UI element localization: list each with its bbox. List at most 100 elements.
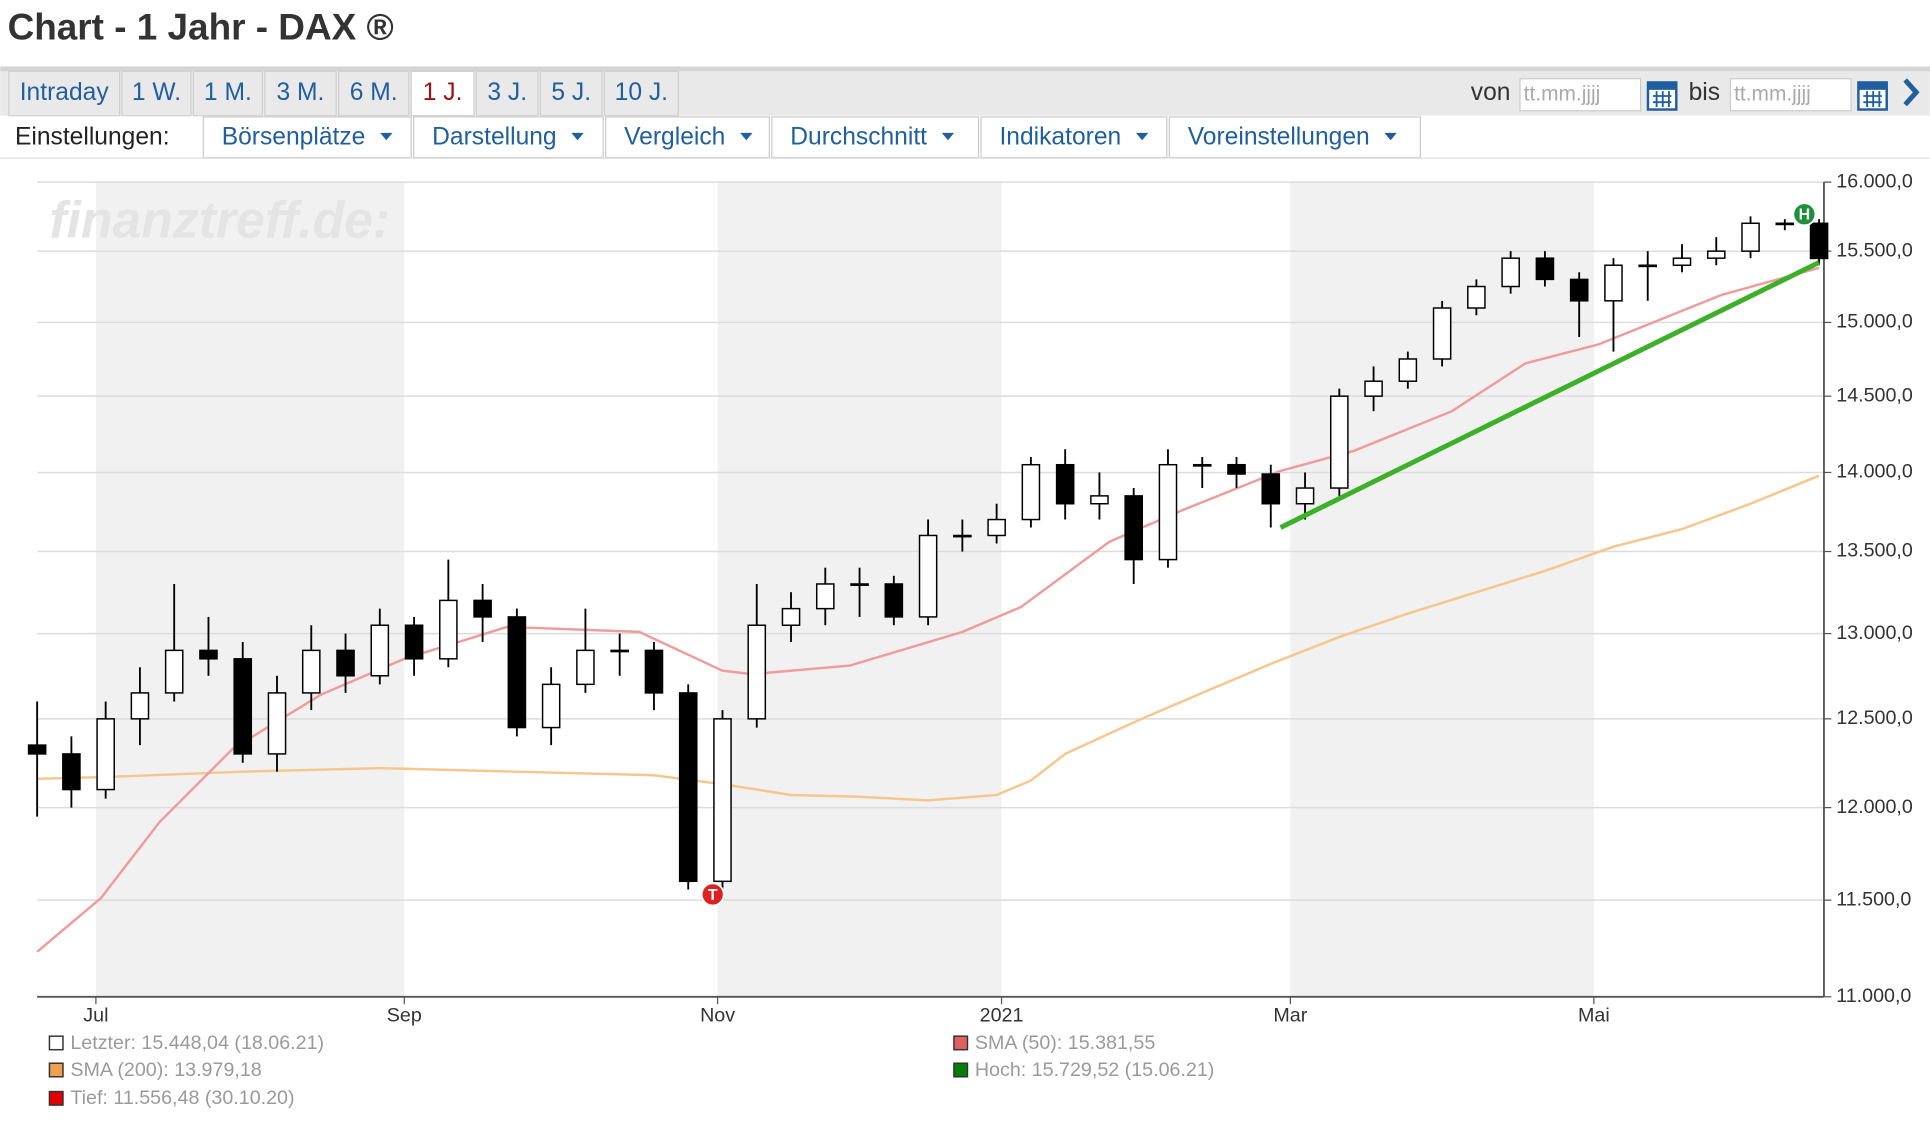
candle-body <box>1638 264 1658 268</box>
tab-label[interactable]: Intraday <box>20 79 110 106</box>
calendar-icon[interactable] <box>1857 81 1888 111</box>
candle-body <box>1158 463 1178 561</box>
tab[interactable]: 3 M. <box>264 70 337 117</box>
candle-body <box>1090 495 1109 505</box>
tab-background[interactable] <box>475 70 539 117</box>
candle-body <box>439 599 458 660</box>
candle-body <box>1672 257 1692 266</box>
candle-body <box>610 649 629 653</box>
menu-background[interactable] <box>202 116 412 159</box>
candle-body <box>1261 473 1281 505</box>
tab-background[interactable] <box>603 70 679 117</box>
menu-label[interactable]: Darstellung <box>432 123 556 150</box>
candle-body <box>507 616 527 729</box>
candle-body <box>987 518 1006 537</box>
trendline <box>1279 260 1821 530</box>
tab-background[interactable] <box>264 70 337 117</box>
tab[interactable]: 1 M. <box>192 70 263 117</box>
candle-body <box>1501 257 1520 288</box>
menu-dropdown[interactable]: Durchschnitt <box>771 116 980 159</box>
tab-label[interactable]: 1 J. <box>423 79 463 106</box>
menu-background[interactable] <box>413 116 604 159</box>
candle-body <box>164 649 184 694</box>
month-band <box>95 182 405 997</box>
tab-background[interactable] <box>539 70 603 117</box>
candle-body <box>199 649 218 660</box>
tab[interactable]: Intraday <box>8 70 121 117</box>
tab[interactable]: 10 J. <box>603 70 679 117</box>
from-input[interactable] <box>1519 78 1642 112</box>
menu-label[interactable]: Vergleich <box>624 123 725 150</box>
candle-body <box>233 658 253 755</box>
menu-arrow[interactable] <box>571 132 584 141</box>
menu-dropdown[interactable]: Börsenplätze <box>202 116 412 159</box>
candle-body <box>1535 257 1555 281</box>
candle-body <box>576 649 595 686</box>
y-tick-label: 13.500,0 <box>1836 540 1913 562</box>
menu-background[interactable] <box>605 116 770 159</box>
menu-arrow[interactable] <box>1384 132 1397 141</box>
menu-label[interactable]: Indikatoren <box>999 123 1121 150</box>
calendar-icon[interactable] <box>1646 81 1678 111</box>
chart: finanztreff.de: 11.000,0 11.500,0 12.000,0 1… <box>27 170 1913 1109</box>
to-input[interactable] <box>1729 78 1852 112</box>
legend-label: Letzter: 15.448,04 (18.06.21) <box>70 1032 324 1054</box>
tab-background[interactable] <box>121 70 192 117</box>
x-tick-label: 2021 <box>980 1005 1024 1027</box>
menu-dropdown[interactable]: Voreinstellungen <box>1168 116 1421 159</box>
candle-body <box>1192 463 1212 467</box>
from-label: von <box>1471 79 1511 106</box>
menu-arrow[interactable] <box>1135 132 1149 141</box>
legend-swatch <box>48 1035 64 1051</box>
tab-label[interactable]: 10 J. <box>615 79 668 106</box>
tab-label[interactable]: 6 M. <box>350 79 398 106</box>
candle-body <box>1809 222 1829 260</box>
tab[interactable]: 3 J. <box>475 70 539 117</box>
candle-body <box>62 753 81 791</box>
tab-bar-border <box>0 66 1930 72</box>
candle-body <box>473 599 492 618</box>
tab-label[interactable]: 1 M. <box>204 79 252 106</box>
tab-label[interactable]: 1 W. <box>132 79 181 106</box>
settings-label: Einstellungen: <box>15 123 170 150</box>
y-tick-label: 15.000,0 <box>1836 311 1913 333</box>
candle-body <box>884 583 904 618</box>
tab-background[interactable] <box>410 70 475 117</box>
tab-background[interactable] <box>192 70 263 117</box>
candle-body <box>541 683 561 729</box>
tab[interactable]: 5 J. <box>539 70 603 117</box>
tab[interactable]: 1 W. <box>121 70 192 117</box>
menu-dropdown[interactable]: Indikatoren <box>980 116 1168 159</box>
tab-background[interactable] <box>8 70 121 117</box>
menu-dropdown[interactable]: Darstellung <box>413 116 604 159</box>
tab[interactable]: 6 M. <box>338 70 410 117</box>
menu-label[interactable]: Börsenplätze <box>222 123 366 150</box>
x-tick-label: Mai <box>1578 1005 1610 1027</box>
candle-body <box>1706 250 1726 259</box>
candle-body <box>815 583 835 610</box>
tab-label[interactable]: 3 M. <box>277 79 325 106</box>
candle-body <box>1227 463 1246 475</box>
watermark: finanztreff.de: <box>49 191 390 249</box>
menu-background[interactable] <box>980 116 1168 159</box>
menu-dropdown[interactable]: Vergleich <box>605 116 770 159</box>
menu-label[interactable]: Voreinstellungen <box>1188 123 1370 150</box>
menu-arrow[interactable] <box>380 132 393 141</box>
tab-label[interactable]: 3 J. <box>487 79 527 106</box>
tab-background[interactable] <box>338 70 410 117</box>
to-placeholder: tt.mm.jjjj <box>1734 82 1811 105</box>
menu-label[interactable]: Durchschnitt <box>790 123 927 150</box>
candle-body <box>713 718 732 883</box>
menu-background[interactable] <box>1168 116 1421 159</box>
y-tick-label: 11.500,0 <box>1836 888 1911 910</box>
y-tick-label: 12.000,0 <box>1836 796 1913 818</box>
tab-label[interactable]: 5 J. <box>551 79 591 106</box>
go-button[interactable] <box>1903 78 1920 107</box>
candle-body <box>1330 395 1349 489</box>
menu-arrow[interactable] <box>740 132 753 141</box>
menu-arrow[interactable] <box>941 132 955 141</box>
candle-body <box>370 624 390 677</box>
tab[interactable]: 1 J. <box>410 70 475 117</box>
candle-body <box>850 583 869 586</box>
